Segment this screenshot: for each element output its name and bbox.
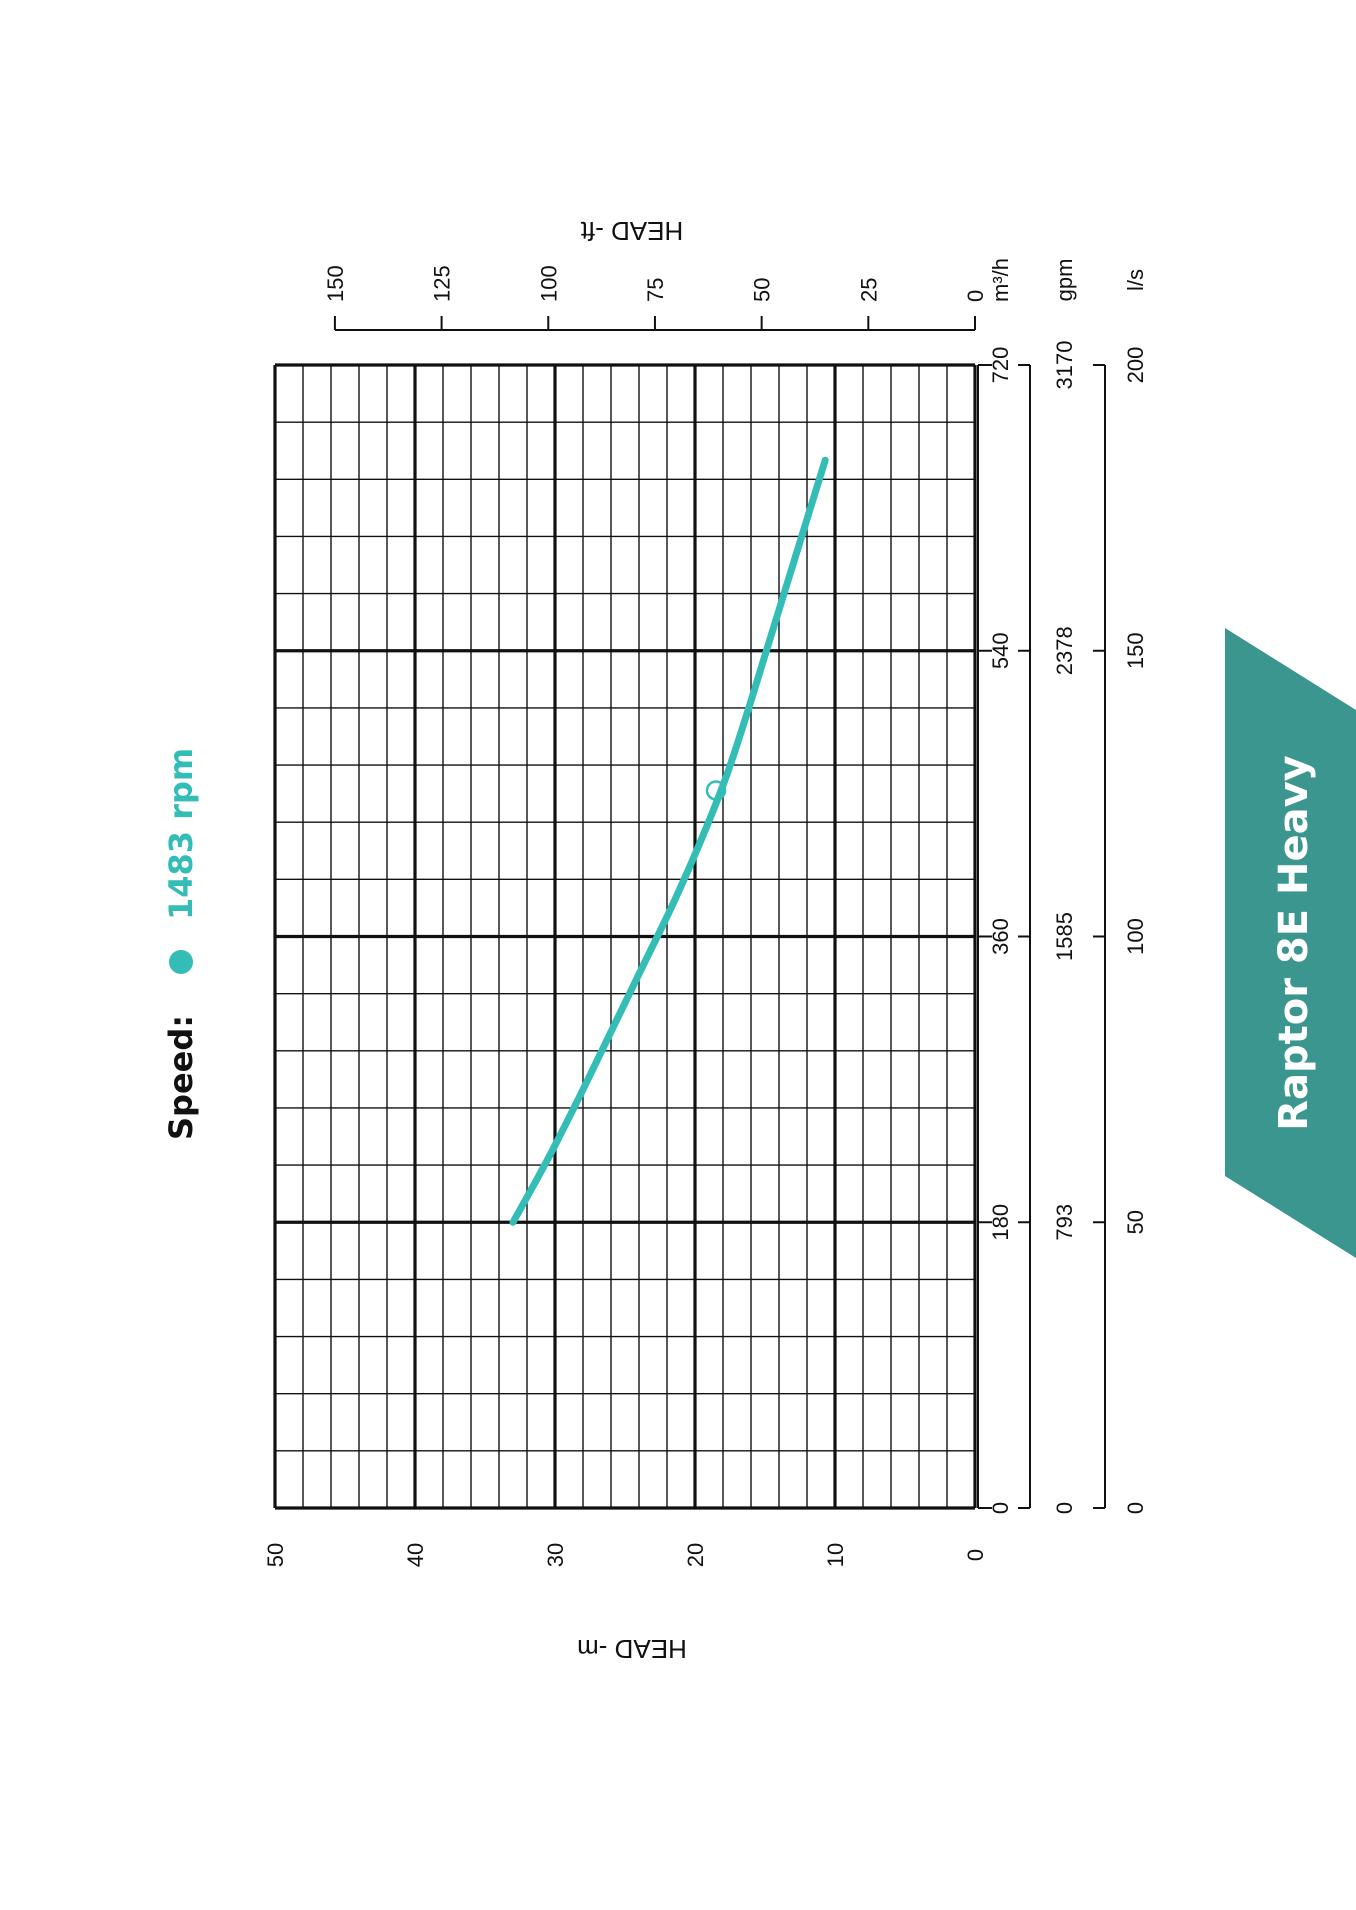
y-tick-label: 40 [403,1543,428,1567]
x-tick-label: 100 [1123,918,1148,955]
y2-axis-title: HEAD -ft [580,216,683,246]
x-axis-unit: gpm [1052,259,1077,302]
y2-tick-label: 100 [536,265,561,302]
x-tick-label: 180 [988,1204,1013,1241]
y-tick-label: 10 [823,1543,848,1567]
series-line [509,456,829,1226]
x-tick-label: 540 [988,632,1013,669]
banner-shape [1225,628,1356,1258]
y2-tick-label: 150 [323,265,348,302]
speed-label: Speed: [162,1015,200,1140]
y2-tick-label: 50 [750,278,775,302]
product-banner: Raptor 8E Heavy [1225,628,1356,1258]
y2-tick-label: 75 [643,278,668,302]
x-tick-label: 0 [988,1502,1013,1514]
x-tick-label: 720 [988,347,1013,384]
y-tick-label: 30 [543,1543,568,1567]
speed-dot [169,950,193,974]
x-tick-label: 3170 [1052,341,1077,390]
y-tick-label: 50 [263,1543,288,1567]
speed-value: 1483 rpm [162,748,200,920]
y2-tick-label: 125 [430,265,455,302]
chart-axes: 0 10 20 30 40 50 HEAD -m 0 25 50 75 100 125 150 HEAD -… [263,216,1148,1664]
x-tick-label: 150 [1123,632,1148,669]
x-axis-unit: l/s [1123,269,1148,291]
x-axis-unit: m³/h [988,258,1013,302]
x-tick-label: 0 [1052,1502,1077,1514]
x-tick-label: 2378 [1052,626,1077,675]
chart-series [509,456,829,1226]
x-tick-label: 50 [1123,1210,1148,1234]
y2-tick-label: 0 [963,290,988,302]
x-tick-label: 200 [1123,347,1148,384]
y-tick-label: 0 [963,1549,988,1561]
x-tick-label: 793 [1052,1204,1077,1241]
y-tick-label: 20 [683,1543,708,1567]
y-axis-title: HEAD -m [577,1634,687,1664]
banner-label: Raptor 8E Heavy [1271,755,1317,1131]
y2-tick-label: 25 [856,278,881,302]
duty-point-marker [705,780,727,801]
x-tick-label: 360 [988,918,1013,955]
speed-legend: Speed: 1483 rpm [162,748,200,1140]
x-tick-label: 1585 [1052,912,1077,961]
x-tick-label: 0 [1123,1502,1148,1514]
chart-grid [273,363,977,1510]
